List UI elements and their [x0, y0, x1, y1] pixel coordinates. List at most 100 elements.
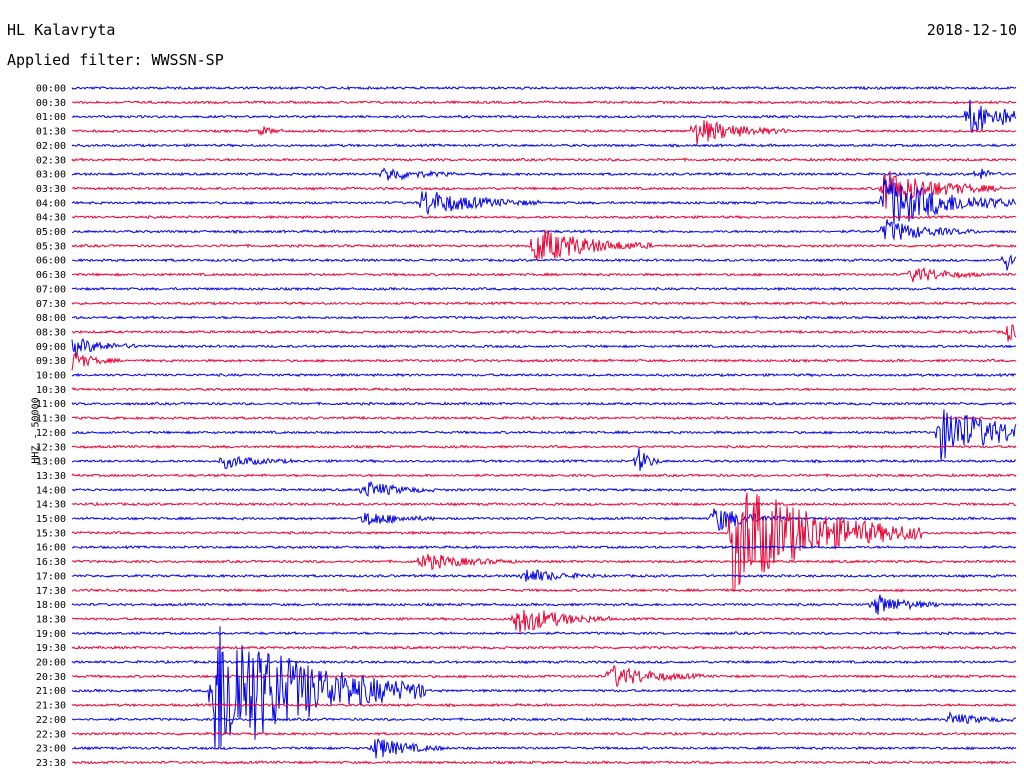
time-label: 01:30	[36, 127, 66, 138]
trace-line	[71, 472, 1017, 478]
trace-line	[71, 167, 1017, 181]
time-label: 12:30	[36, 442, 66, 453]
trace-line	[72, 219, 1017, 241]
trace-line	[71, 553, 1017, 570]
time-label: 11:00	[36, 399, 66, 410]
time-label: 22:00	[36, 715, 66, 726]
trace-line	[71, 587, 1017, 593]
time-label: 16:00	[36, 543, 66, 554]
time-label: 15:00	[36, 514, 66, 525]
time-label: 06:00	[36, 256, 66, 267]
time-label: 18:30	[36, 614, 66, 625]
time-label: 17:30	[36, 586, 66, 597]
time-label: 19:00	[36, 629, 66, 640]
time-label: 21:00	[36, 686, 66, 697]
time-label: 12:00	[36, 428, 66, 439]
trace-line	[71, 401, 1017, 406]
trace-line	[71, 300, 1017, 306]
trace-line	[71, 492, 1017, 593]
time-label: 08:00	[36, 313, 66, 324]
time-label: 11:30	[36, 414, 66, 425]
trace-line	[71, 760, 1016, 765]
time-label: 05:30	[36, 241, 66, 252]
trace-line	[71, 508, 1017, 532]
time-label: 06:30	[36, 270, 66, 281]
trace-line	[71, 664, 1017, 688]
time-label: 14:30	[36, 500, 66, 511]
time-label: 17:00	[36, 571, 66, 582]
time-label: 00:00	[36, 84, 66, 95]
time-label: 02:30	[36, 155, 66, 166]
trace-line	[71, 120, 1017, 145]
time-label: 09:00	[36, 342, 66, 353]
time-label: 14:00	[36, 485, 66, 496]
time-label: 04:30	[36, 213, 66, 224]
trace-line	[71, 626, 1017, 750]
trace-line	[71, 85, 1017, 91]
trace-line	[71, 594, 1017, 615]
time-label: 22:30	[36, 729, 66, 740]
time-label: 05:00	[36, 227, 66, 238]
time-label: 10:00	[36, 371, 66, 382]
trace-line	[71, 659, 1017, 665]
trace-line	[71, 372, 1017, 378]
trace-line	[71, 157, 1017, 163]
trace-line	[72, 569, 1017, 582]
time-label: 00:30	[36, 98, 66, 109]
time-label: 01:00	[36, 112, 66, 123]
time-label: 15:30	[36, 528, 66, 539]
time-label: 07:30	[36, 299, 66, 310]
trace-line	[71, 229, 1017, 261]
trace-line	[71, 738, 1017, 759]
trace-line	[71, 143, 1017, 148]
trace-line	[71, 444, 1017, 450]
trace-line	[71, 337, 1017, 356]
filter-label: Applied filter: WWSSN-SP	[7, 51, 224, 69]
trace-line	[71, 177, 1017, 225]
trace-line	[71, 170, 1017, 209]
trace-line	[71, 630, 1017, 636]
trace-line	[71, 731, 1017, 737]
time-label: 13:00	[36, 457, 66, 468]
time-label: 07:00	[36, 284, 66, 295]
trace-line	[71, 480, 1017, 497]
trace-line	[71, 99, 1017, 105]
time-label: 09:30	[36, 356, 66, 367]
time-label: 23:00	[36, 744, 66, 755]
trace-line	[71, 214, 1017, 220]
time-label: 19:30	[36, 643, 66, 654]
trace-line	[71, 702, 1017, 708]
trace-line	[71, 448, 1017, 471]
time-label: 08:30	[36, 327, 66, 338]
time-label: 03:00	[36, 170, 66, 181]
trace-line	[71, 352, 1017, 371]
trace-line	[71, 387, 1017, 392]
trace-line	[71, 711, 1017, 725]
trace-line	[71, 324, 1017, 342]
time-label: 10:30	[36, 385, 66, 396]
station-title: HL Kalavryta	[7, 21, 116, 39]
trace-line	[71, 501, 1017, 507]
trace-line	[71, 544, 1017, 550]
time-label: 20:30	[36, 672, 66, 683]
trace-line	[71, 409, 1017, 461]
time-label: 23:30	[36, 758, 66, 769]
trace-line	[71, 267, 1017, 283]
trace-line	[71, 286, 1017, 292]
time-label: 04:00	[36, 198, 66, 209]
time-label: 02:00	[36, 141, 66, 152]
trace-line	[71, 609, 1017, 634]
trace-line	[71, 254, 1017, 271]
time-label: 20:00	[36, 658, 66, 669]
trace-line	[71, 99, 1017, 133]
trace-line	[71, 315, 1017, 320]
trace-line	[71, 415, 1017, 421]
date-label: 2018-12-10	[926, 21, 1017, 39]
time-label: 13:30	[36, 471, 66, 482]
time-label: 16:30	[36, 557, 66, 568]
time-label: 03:30	[36, 184, 66, 195]
trace-line	[71, 645, 1017, 651]
time-label: 21:30	[36, 701, 66, 712]
time-label: 18:00	[36, 600, 66, 611]
